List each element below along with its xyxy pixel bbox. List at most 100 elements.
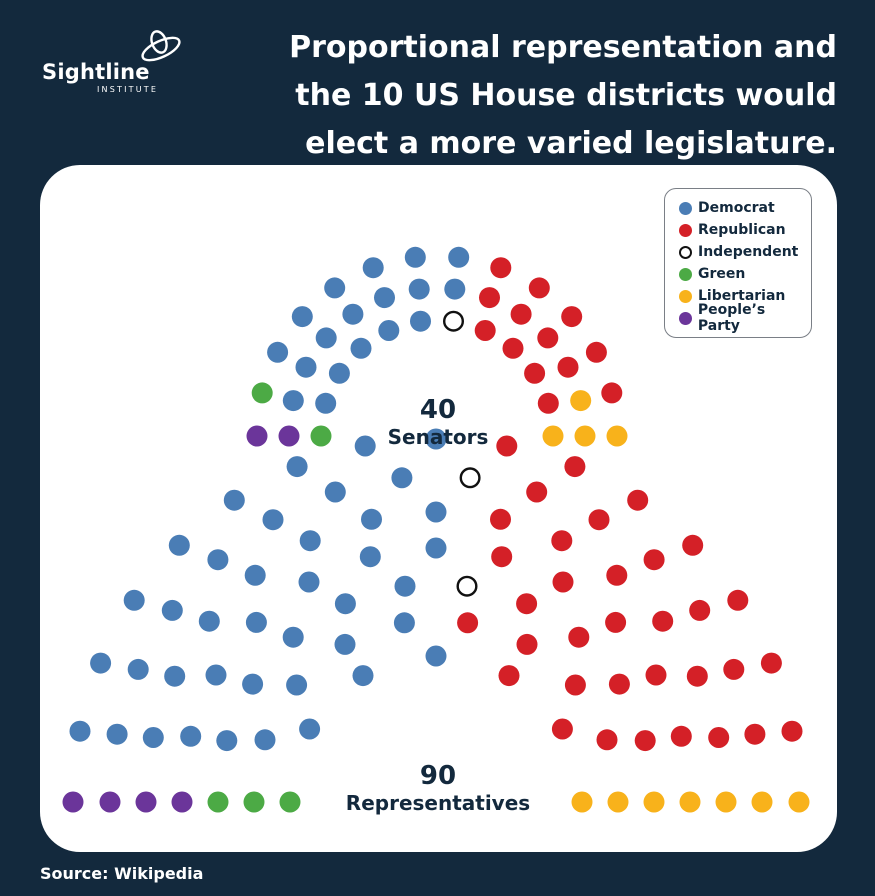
seat-democrat bbox=[362, 257, 384, 279]
seat-democrat bbox=[69, 720, 91, 742]
seat-democrat bbox=[350, 337, 372, 359]
seat-people-s-party bbox=[135, 791, 157, 813]
seat-democrat bbox=[295, 356, 317, 378]
legend-item-people-s-party: People’s Party bbox=[679, 302, 811, 334]
seat-democrat bbox=[352, 665, 374, 687]
seat-republican bbox=[552, 571, 574, 593]
seat-green bbox=[279, 791, 301, 813]
seat-republican bbox=[516, 633, 538, 655]
seat-libertarian bbox=[574, 425, 596, 447]
seat-republican bbox=[528, 277, 550, 299]
seat-republican bbox=[606, 564, 628, 586]
seat-democrat bbox=[394, 575, 416, 597]
seat-libertarian bbox=[570, 390, 592, 412]
legend-dot-green bbox=[679, 267, 692, 281]
seat-green bbox=[251, 382, 273, 404]
seat-democrat bbox=[262, 509, 284, 531]
seat-republican bbox=[490, 508, 511, 530]
legend-label-republican: Republican bbox=[698, 222, 786, 238]
seat-democrat bbox=[180, 725, 202, 747]
legend-label-green: Green bbox=[698, 266, 746, 282]
seat-libertarian bbox=[571, 791, 593, 813]
seat-republican bbox=[561, 306, 583, 328]
legend-dot-libertarian bbox=[679, 289, 692, 303]
legend-item-green: Green bbox=[679, 263, 811, 285]
seat-democrat bbox=[168, 534, 190, 556]
seat-democrat bbox=[127, 658, 149, 680]
seat-republican bbox=[643, 549, 665, 571]
seat-people-s-party bbox=[246, 425, 268, 447]
seat-republican bbox=[502, 337, 524, 359]
seat-democrat bbox=[359, 546, 381, 568]
seat-democrat bbox=[404, 246, 426, 268]
seat-democrat bbox=[315, 392, 337, 414]
seat-republican bbox=[608, 673, 630, 695]
legend-label-democrat: Democrat bbox=[698, 200, 775, 216]
legend-label-independent: Independent bbox=[698, 244, 799, 260]
seat-democrat bbox=[291, 306, 313, 328]
seat-democrat bbox=[216, 730, 238, 752]
sightline-mark-icon bbox=[141, 30, 181, 62]
seat-republican bbox=[498, 665, 520, 687]
seat-democrat bbox=[408, 278, 430, 300]
seat-republican bbox=[760, 652, 782, 674]
logo-subtitle: INSTITUTE bbox=[97, 85, 159, 94]
seat-democrat bbox=[374, 287, 395, 309]
seat-republican bbox=[645, 664, 667, 686]
seat-republican bbox=[510, 303, 532, 325]
house-hemicycle bbox=[62, 428, 810, 813]
seat-republican bbox=[479, 287, 500, 309]
seat-independent bbox=[459, 467, 481, 489]
seat-democrat bbox=[444, 278, 466, 300]
seat-democrat bbox=[282, 626, 304, 648]
seat-democrat bbox=[324, 481, 346, 503]
seat-republican bbox=[744, 723, 766, 745]
seat-independent bbox=[443, 310, 465, 332]
seat-libertarian bbox=[679, 791, 701, 813]
seat-republican bbox=[601, 382, 623, 404]
seat-libertarian bbox=[606, 425, 628, 447]
source-note: Source: Wikipedia bbox=[40, 864, 204, 883]
seat-democrat bbox=[286, 674, 308, 696]
seat-independent bbox=[456, 575, 478, 597]
seat-democrat bbox=[106, 723, 128, 745]
headline: Proportional representation and the 10 U… bbox=[289, 30, 837, 161]
seat-democrat bbox=[342, 303, 364, 325]
seat-republican bbox=[551, 718, 573, 740]
seat-democrat bbox=[90, 652, 112, 674]
seat-democrat bbox=[425, 537, 447, 559]
seat-libertarian bbox=[788, 791, 810, 813]
seat-republican bbox=[537, 392, 559, 414]
seat-republican bbox=[551, 530, 573, 552]
seat-republican bbox=[596, 729, 618, 751]
house-total: 90 bbox=[419, 761, 457, 791]
seat-democrat bbox=[334, 593, 356, 615]
seat-democrat bbox=[324, 277, 346, 299]
seat-green bbox=[207, 791, 229, 813]
seat-democrat bbox=[299, 530, 321, 552]
seat-people-s-party bbox=[278, 425, 300, 447]
sightline-logo[interactable]: Sightline INSTITUTE bbox=[40, 28, 181, 98]
legend-dot-independent bbox=[679, 245, 692, 259]
seat-democrat bbox=[282, 390, 304, 412]
seat-democrat bbox=[245, 611, 267, 633]
seat-republican bbox=[474, 320, 496, 341]
seat-democrat bbox=[242, 673, 264, 695]
seat-libertarian bbox=[643, 791, 665, 813]
seat-republican bbox=[457, 612, 479, 634]
seat-republican bbox=[708, 727, 730, 748]
seat-democrat bbox=[425, 428, 447, 450]
seat-democrat bbox=[298, 571, 320, 593]
seat-republican bbox=[652, 610, 674, 632]
seat-republican bbox=[781, 720, 803, 742]
legend-item-independent: Independent bbox=[679, 241, 811, 263]
seat-democrat bbox=[223, 489, 245, 511]
seat-democrat bbox=[299, 718, 321, 740]
legend-dot-people-s-party bbox=[679, 311, 692, 325]
seat-libertarian bbox=[542, 425, 564, 447]
seat-republican bbox=[557, 356, 579, 378]
seat-republican bbox=[682, 534, 704, 556]
legend-dot-republican bbox=[679, 223, 692, 237]
seat-democrat bbox=[393, 612, 415, 634]
seat-republican bbox=[516, 593, 538, 615]
